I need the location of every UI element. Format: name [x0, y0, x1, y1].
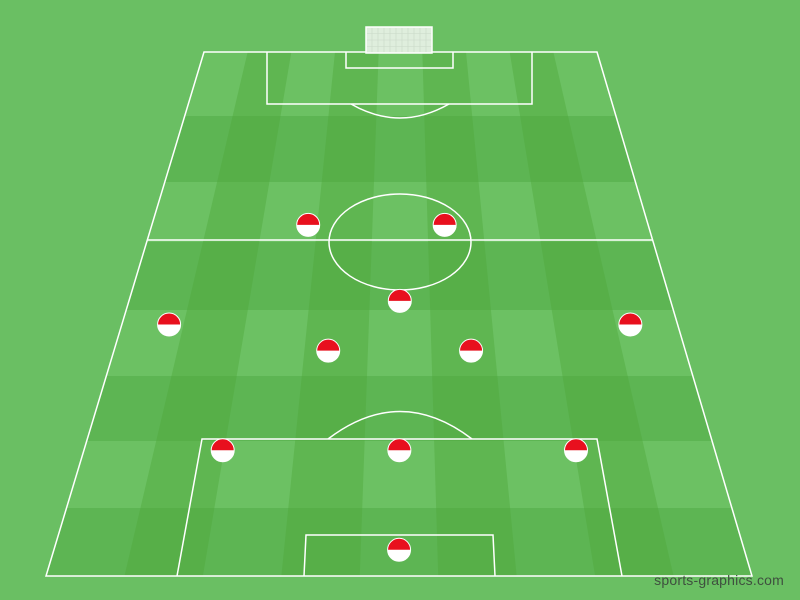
player-outline: [316, 338, 341, 363]
grass-band: [106, 310, 693, 376]
goal-net: [365, 26, 433, 54]
grass-band: [126, 242, 674, 310]
player-top-half: [387, 538, 411, 550]
pitch-grass-stripes: [46, 52, 752, 576]
grass-band: [86, 376, 713, 441]
player-marker-midfielder-left-wide: [157, 312, 182, 337]
grass-band: [66, 441, 732, 508]
players-layer: [157, 212, 643, 562]
player-marker-goalkeeper: [387, 537, 412, 562]
player-top-half: [157, 312, 181, 325]
player-top-half: [388, 289, 412, 301]
player-top-half: [459, 339, 483, 351]
bottom-penalty-arc: [327, 410, 473, 440]
player-top-half: [296, 213, 320, 225]
player-marker-defender-right: [564, 438, 589, 463]
player-marker-defender-left: [210, 438, 235, 463]
player-top-half: [433, 213, 457, 225]
player-top-half: [618, 312, 642, 325]
grass-column: [509, 52, 674, 576]
player-top-half: [387, 438, 411, 451]
bottom-goal-area: [303, 534, 496, 577]
grass-band: [164, 116, 636, 182]
player-marker-forward-right: [432, 212, 457, 237]
touchline-outline: [44, 51, 754, 577]
grass-band: [184, 52, 616, 116]
grass-column: [422, 52, 517, 576]
player-outline: [459, 338, 484, 363]
player-marker-forward-left: [296, 212, 321, 237]
top-goal-area: [345, 52, 454, 69]
player-marker-defender-center: [387, 438, 412, 463]
player-marker-midfielder-right-center: [459, 338, 484, 363]
player-top-half: [564, 438, 588, 451]
player-outline: [387, 438, 412, 463]
player-top-half: [211, 438, 235, 451]
player-outline: [564, 438, 589, 463]
player-marker-midfielder-right-wide: [618, 312, 643, 337]
player-outline: [432, 212, 457, 237]
player-outline: [296, 212, 321, 237]
top-penalty-arc: [350, 103, 450, 119]
player-outline: [387, 537, 412, 562]
watermark-text: sports-graphics.com: [654, 572, 784, 588]
player-marker-attacking-midfielder: [387, 288, 412, 313]
player-outline: [157, 312, 182, 337]
player-top-half: [316, 339, 340, 351]
top-penalty-area: [266, 52, 533, 105]
player-outline: [387, 288, 412, 313]
grass-band: [146, 182, 654, 242]
player-outline: [618, 312, 643, 337]
player-marker-midfielder-left-center: [316, 338, 341, 363]
player-outline: [210, 438, 235, 463]
grass-column: [124, 52, 292, 576]
grass-column: [281, 52, 379, 576]
